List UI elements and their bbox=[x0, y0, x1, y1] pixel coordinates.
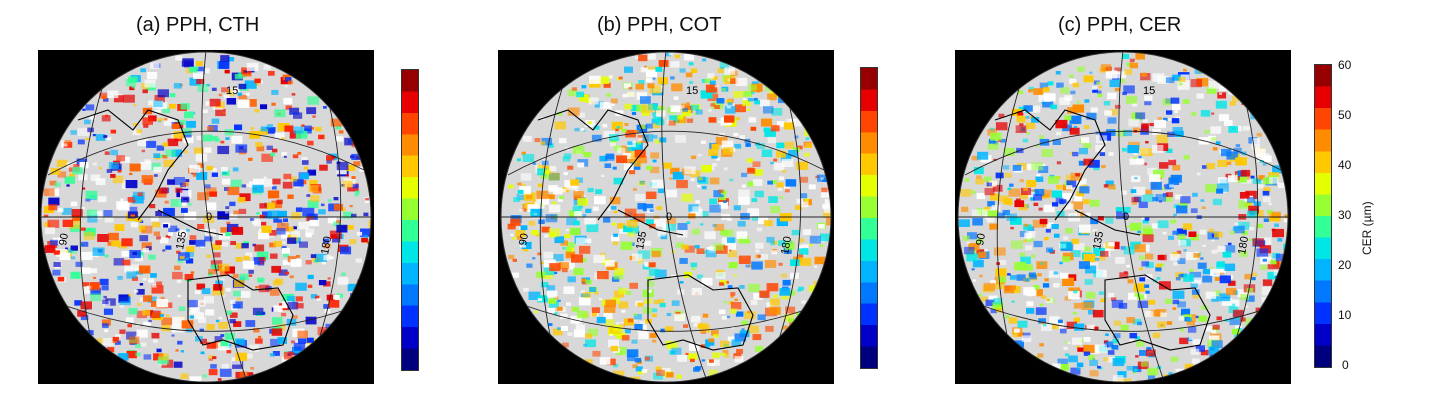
map-coordinate-label: 135 bbox=[174, 230, 189, 250]
colorbar-tick-label: 0 bbox=[1342, 358, 1349, 372]
colorbar-cth bbox=[401, 69, 419, 371]
graticule bbox=[958, 52, 1288, 382]
map-coordinate-label: 180 bbox=[1236, 235, 1251, 255]
map-coordinate-label: 0 bbox=[1123, 211, 1129, 223]
coastlines bbox=[994, 109, 1211, 351]
map-coordinate-label: 90 bbox=[57, 232, 71, 246]
panel-title-b: (b) PPH, COT bbox=[597, 14, 722, 36]
coastlines bbox=[537, 109, 754, 351]
colorbar-tick-label: 20 bbox=[1338, 258, 1352, 272]
map-cot: 15 0 90 135 180 bbox=[498, 50, 834, 384]
colorbar-cer bbox=[1314, 64, 1332, 368]
colorbar-tick-label: 10 bbox=[1338, 308, 1352, 322]
map-coordinate-label: 180 bbox=[779, 235, 794, 255]
map-coordinate-label: 15 bbox=[1143, 85, 1155, 97]
map-coordinate-label: 90 bbox=[517, 232, 531, 246]
graticule bbox=[501, 52, 831, 382]
panel-title-a: (a) PPH, CTH bbox=[136, 14, 260, 36]
colorbar-cot bbox=[860, 67, 878, 369]
map-coordinate-label: 15 bbox=[686, 85, 698, 97]
coastlines bbox=[77, 109, 294, 351]
map-coordinate-label: 0 bbox=[206, 211, 212, 223]
map-coordinate-label: 135 bbox=[1091, 230, 1106, 250]
cloud-field bbox=[958, 52, 1288, 382]
colorbar-tick-label: 40 bbox=[1338, 158, 1352, 172]
colorbar-tick-label: 60 bbox=[1338, 58, 1352, 72]
map-coordinate-label: 180 bbox=[319, 235, 334, 255]
cloud-field bbox=[43, 55, 371, 382]
map-coordinate-label: 0 bbox=[666, 211, 672, 223]
map-coordinate-label: 90 bbox=[974, 232, 988, 246]
map-coordinate-label: 135 bbox=[634, 230, 649, 250]
colorbar-title: CER (µm) bbox=[1360, 201, 1374, 255]
colorbar-tick-label: 50 bbox=[1338, 108, 1352, 122]
panel-title-c: (c) PPH, CER bbox=[1058, 14, 1182, 36]
map-cth: 15 0 90 135 180 bbox=[38, 50, 374, 384]
map-cer: 15 0 90 135 180 bbox=[955, 50, 1291, 384]
map-coordinate-label: 15 bbox=[226, 85, 238, 97]
colorbar-tick-label: 30 bbox=[1338, 208, 1352, 222]
